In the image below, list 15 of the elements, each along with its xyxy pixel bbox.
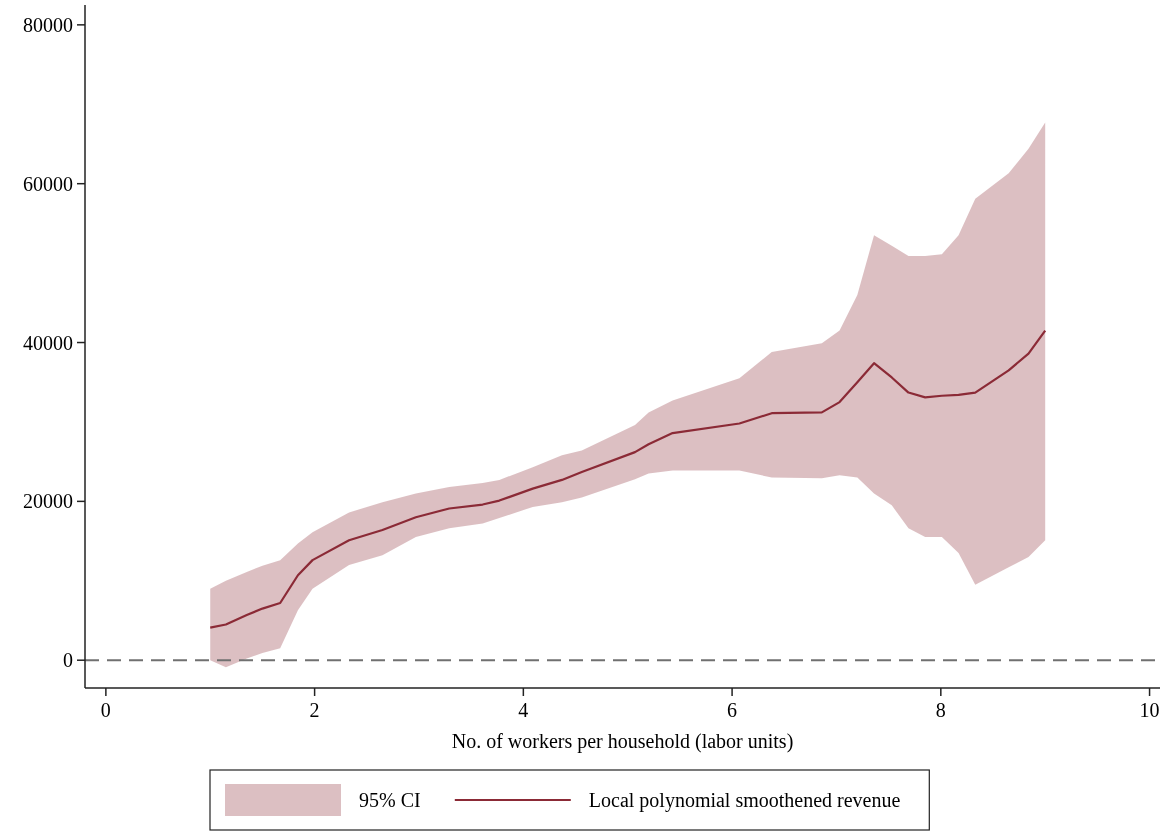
x-tick-label: 6 [727,699,738,721]
x-tick-label: 8 [935,699,946,721]
x-tick-label: 2 [309,699,320,721]
y-tick-label: 40000 [23,331,73,354]
text: 95% CI [359,789,421,811]
x-tick-label: 0 [100,699,111,721]
y-tick-label: 20000 [23,490,73,513]
y-tick-label: 80000 [23,13,73,36]
x-tick-label: 4 [518,699,529,721]
y-tick-label: 60000 [23,172,73,195]
x-axis-title: No. of workers per household (labor units) [451,730,794,753]
y-tick-label: 0 [63,649,73,672]
line-series [209,329,1047,629]
text: Local polynomial smoothened revenue [588,789,901,812]
x-tick-label: 10 [1139,699,1160,721]
